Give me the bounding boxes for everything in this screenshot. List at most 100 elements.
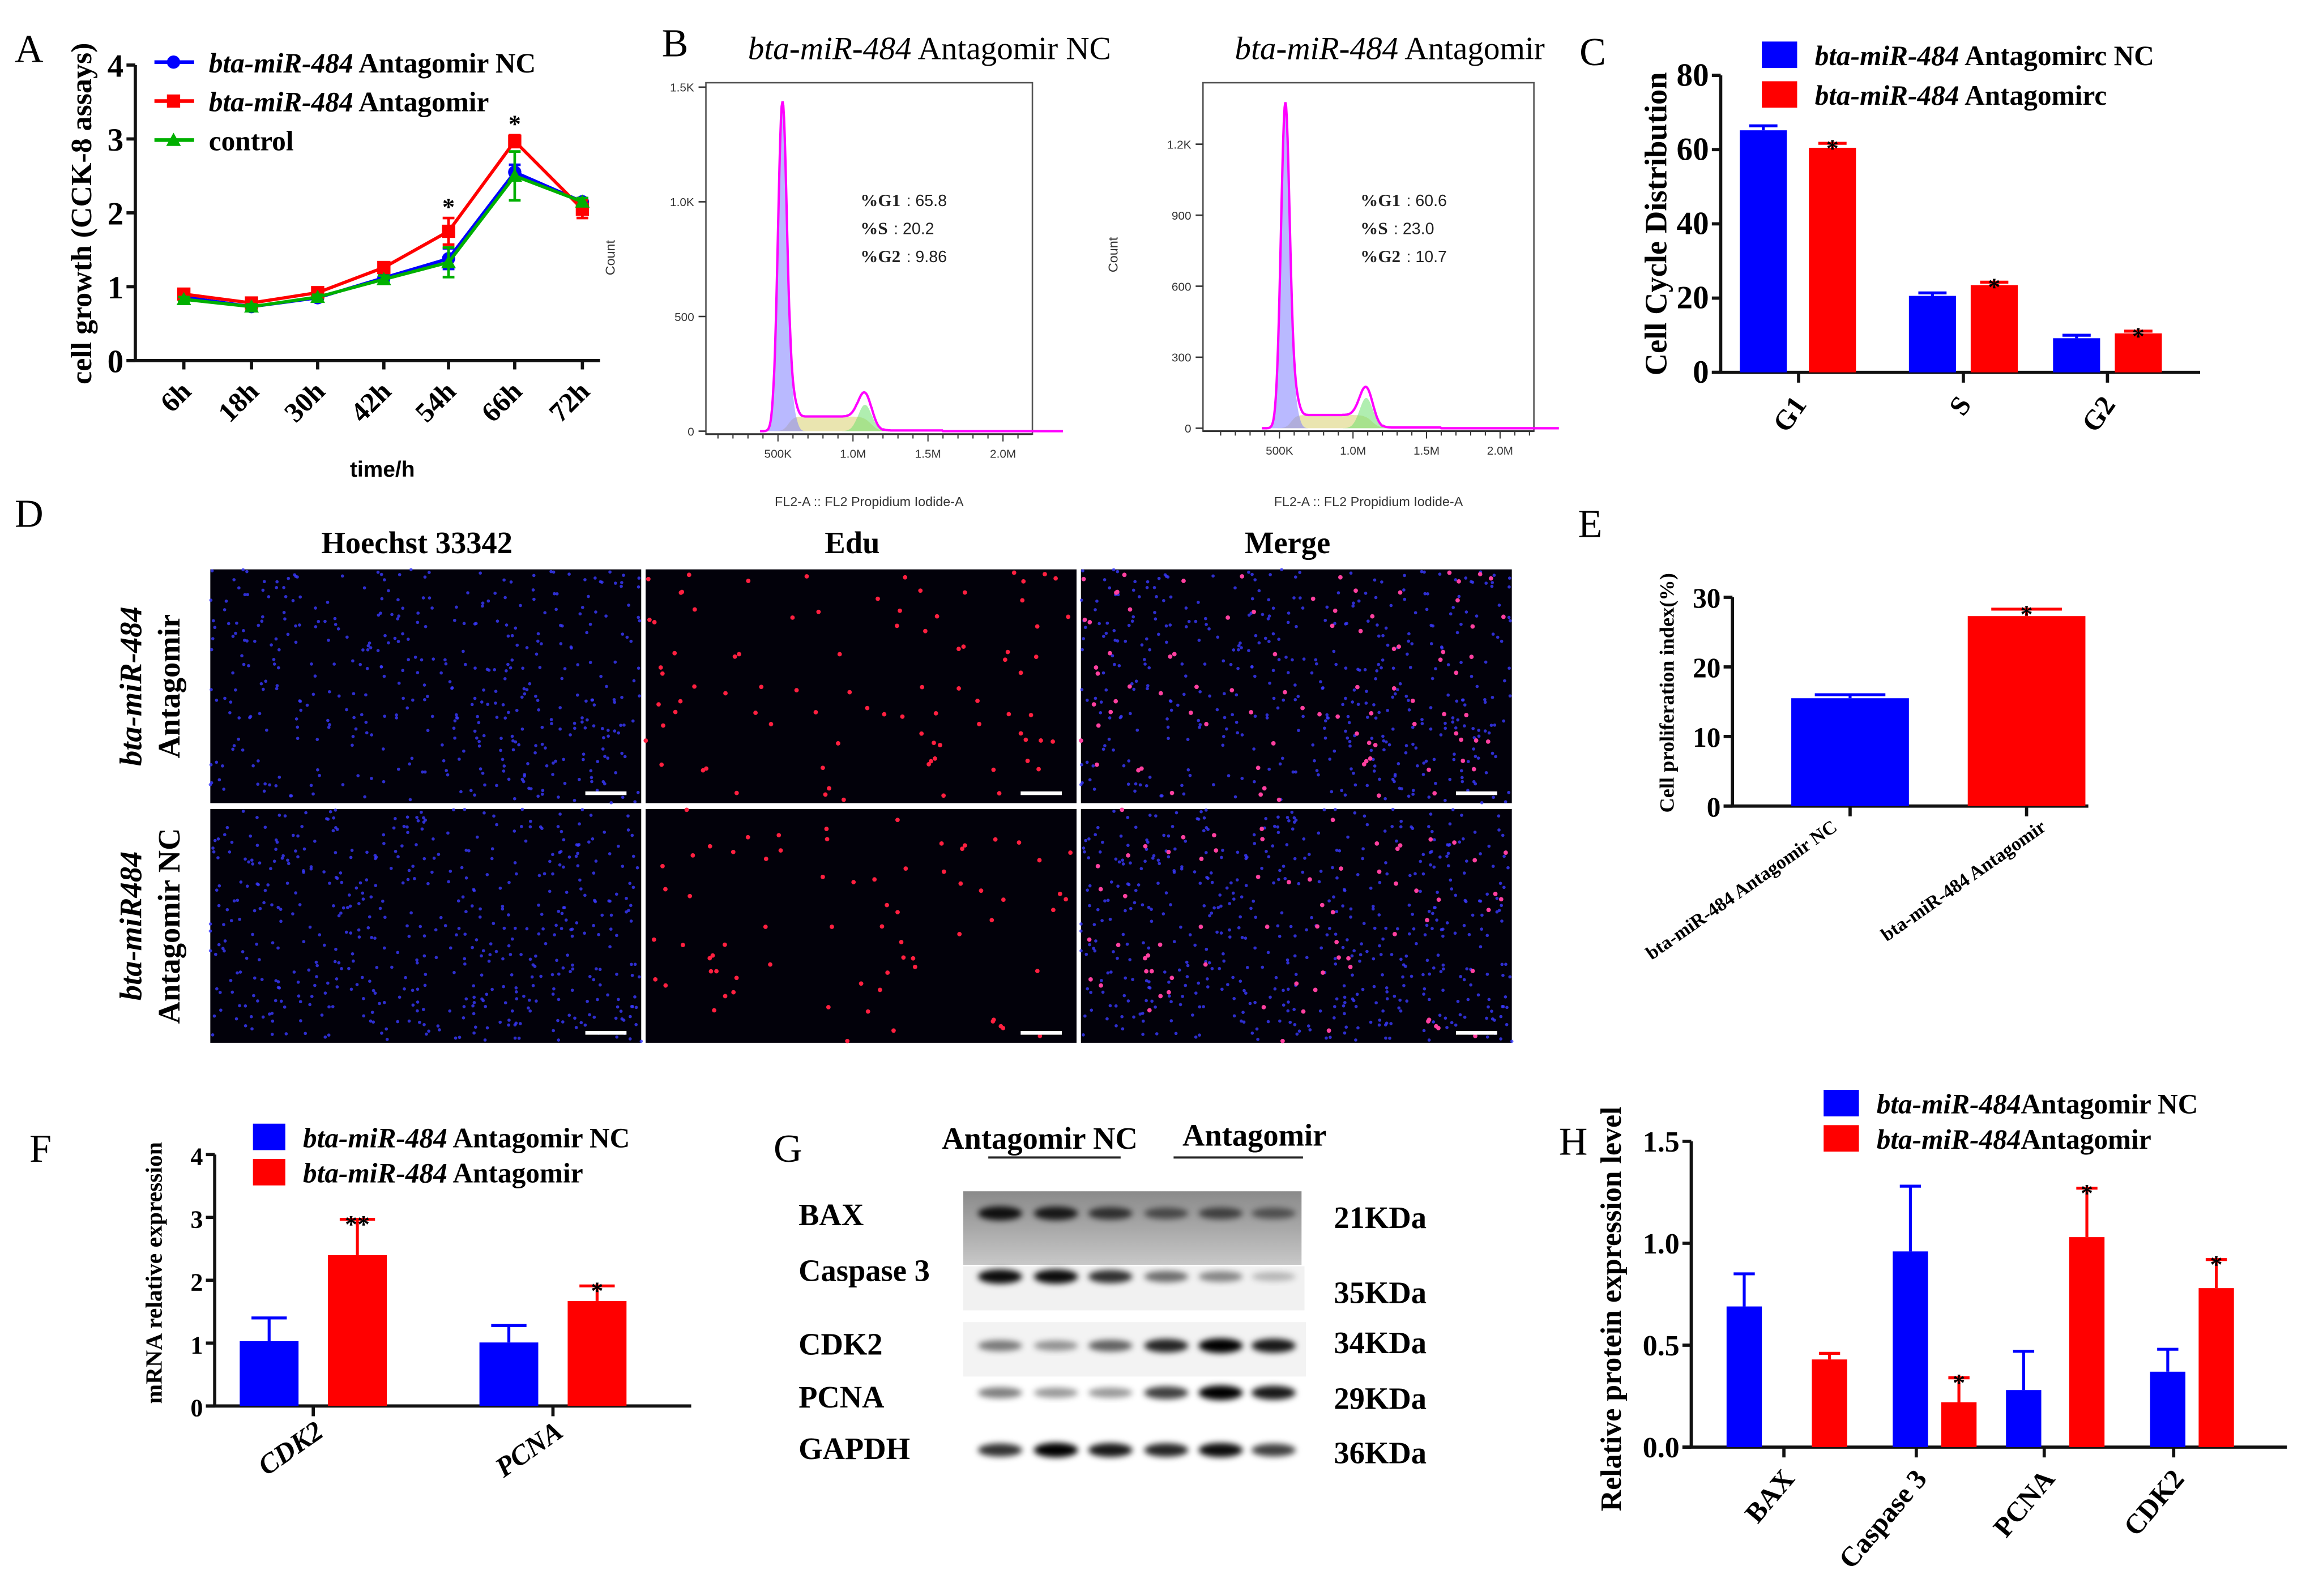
g-band-gapdh	[1144, 1443, 1189, 1457]
d-image-hoechst-row1	[208, 807, 643, 1043]
g-band-cdk2	[977, 1340, 1022, 1351]
b-y-tick-label: 1.2K	[1167, 138, 1192, 151]
c-y-axis-label: Cell Cycle Distribution	[1638, 72, 1673, 375]
h-legend-entry: bta-miR-484Antagomir NC	[1877, 1089, 2198, 1120]
h-significance-star: *	[1953, 1369, 1965, 1397]
a-x-tick-label: 42h	[344, 375, 397, 428]
f-error-bar	[491, 1324, 527, 1343]
d-scale-bar	[1020, 1031, 1062, 1035]
a-legend-entry: bta-miR-484 Antagomir NC	[209, 48, 536, 79]
d-row-label-0: bta-miR-484 Antagomir	[113, 606, 186, 766]
g-band-pcna	[1251, 1385, 1296, 1400]
h-error-bar	[2157, 1347, 2179, 1372]
a-point	[507, 168, 522, 182]
h-error-bar	[1818, 1351, 1840, 1360]
a-point	[442, 224, 455, 238]
d-row-label-italic: bta-miR-484	[113, 606, 148, 766]
b-s-phase-area	[759, 416, 1064, 431]
g-band-kda: 36KDa	[1334, 1436, 1427, 1470]
f-bar-cdk2-0	[240, 1341, 299, 1406]
b-x-tick-label: 2.0M	[1487, 444, 1513, 457]
h-error-bar	[1948, 1376, 1970, 1402]
f-error-bar	[339, 1218, 375, 1255]
g-band-kda: 21KDa	[1334, 1200, 1427, 1235]
e-x-tick-label: bta-miR-484 Antagomir	[1877, 816, 2050, 946]
c-y-tick-label: 0	[1693, 354, 1709, 390]
b-stat-value: : 60.6	[1407, 192, 1447, 210]
h-legend-entry-rest: Antagomir	[2021, 1124, 2151, 1155]
b-y-tick-label: 900	[1172, 209, 1192, 223]
h-error-bar	[2205, 1258, 2227, 1289]
h-bar-pcna-0	[2006, 1390, 2042, 1448]
g-band-caspase-3	[977, 1269, 1022, 1284]
b-stat-value: : 10.7	[1407, 248, 1447, 266]
panel-label-b: B	[662, 22, 689, 65]
c-error-bar	[1749, 124, 1778, 131]
g-band-cdk2	[1198, 1338, 1243, 1353]
e-y-tick-label: 20	[1693, 652, 1720, 683]
h-significance-star: *	[2081, 1179, 2093, 1207]
f-significance-star: *	[591, 1277, 603, 1305]
f-legend-swatch	[253, 1123, 285, 1150]
g-band-gapdh	[1088, 1443, 1133, 1457]
h-legend-swatch	[1824, 1125, 1859, 1152]
b-y-tick-label: 1.5K	[670, 82, 694, 95]
b-y-tick-label: 600	[1172, 280, 1192, 293]
e-y-tick-label: 10	[1693, 722, 1720, 753]
a-legend-entry-italic: bta-miR-484	[209, 87, 353, 118]
h-bar-bax-1	[1812, 1359, 1847, 1448]
d-row-label-rest: Antagomir NC	[152, 828, 186, 1024]
b-y-tick-label: 0	[1185, 422, 1192, 435]
c-y-tick-label: 40	[1677, 206, 1709, 242]
e-y-tick-label: 0	[1707, 791, 1721, 823]
b-x-axis-label: FL2-A :: FL2 Propidium Iodide-A	[775, 494, 964, 509]
h-x-tick-label: PCNA	[1987, 1464, 2061, 1543]
d-column-title-0: Hoechst 33342	[321, 525, 513, 560]
g-band-bax	[1088, 1207, 1133, 1220]
b-y-axis-label-count: Count	[1106, 237, 1121, 272]
c-x-tick-label: G1	[1766, 391, 1812, 438]
b-plot-title: bta-miR-484 Antagomir NC	[748, 31, 1111, 67]
g-group-label-antagomir: Antagomir	[1182, 1118, 1326, 1153]
e-y-axis-label: Cell proliferation index(%)	[1655, 573, 1678, 812]
a-point	[377, 260, 391, 275]
b-stat-label: %S	[860, 219, 887, 238]
f-y-tick-label: 4	[190, 1143, 203, 1170]
f-y-tick-label: 2	[190, 1268, 203, 1296]
e-bar-bta-mir-484-antagomir-0	[1967, 616, 2086, 806]
h-bar-bax-0	[1726, 1306, 1762, 1448]
a-legend-entry-rest: Antagomir	[353, 87, 489, 118]
h-legend-entry-italic: bta-miR-484	[1877, 1124, 2021, 1155]
e-y-tick-label: 30	[1693, 583, 1720, 614]
a-series-line	[183, 174, 583, 309]
c-legend-entry-italic: bta-miR-484	[1815, 40, 1959, 71]
a-legend-entry-rest: Antagomir NC	[353, 48, 536, 79]
d-column-title-1: Edu	[825, 525, 879, 560]
a-y-axis-label: cell growth (CCK-8 assays)	[66, 43, 98, 384]
c-legend-swatch	[1762, 81, 1797, 108]
e-error-bar	[1991, 607, 2062, 617]
c-legend-entry: bta-miR-484 Antagomirc	[1815, 80, 2107, 111]
d-scale-bar	[1020, 791, 1062, 795]
a-legend-entry-italic: bta-miR-484	[209, 48, 353, 79]
g-band-bax	[1198, 1207, 1243, 1220]
panel-label-h: H	[1559, 1120, 1588, 1163]
g-band-pcna	[1198, 1385, 1243, 1400]
g-band-bax	[1144, 1208, 1189, 1220]
h-x-tick-label: BAX	[1739, 1464, 1800, 1529]
g-band-caspase-3	[1088, 1270, 1133, 1283]
g-blot-cdk2-membrane	[963, 1322, 1306, 1377]
d-row-label-italic: bta-miR484	[113, 852, 148, 1001]
c-y-tick-label: 20	[1677, 280, 1709, 316]
b-plot-title-rest: Antagomir NC	[912, 31, 1111, 67]
g-band-cdk2	[1144, 1338, 1189, 1353]
c-bar-s-0	[1908, 296, 1956, 373]
c-legend-entry-italic: bta-miR-484	[1815, 80, 1959, 111]
b-x-axis-label: FL2-A :: FL2 Propidium Iodide-A	[1274, 494, 1463, 509]
a-x-tick-label: 72h	[543, 375, 596, 428]
a-significance-star: *	[509, 110, 521, 138]
a-x-tick-label: 54h	[409, 375, 462, 428]
f-bar-pcna-1	[567, 1300, 627, 1406]
a-x-tick-label: 6h	[154, 375, 197, 418]
